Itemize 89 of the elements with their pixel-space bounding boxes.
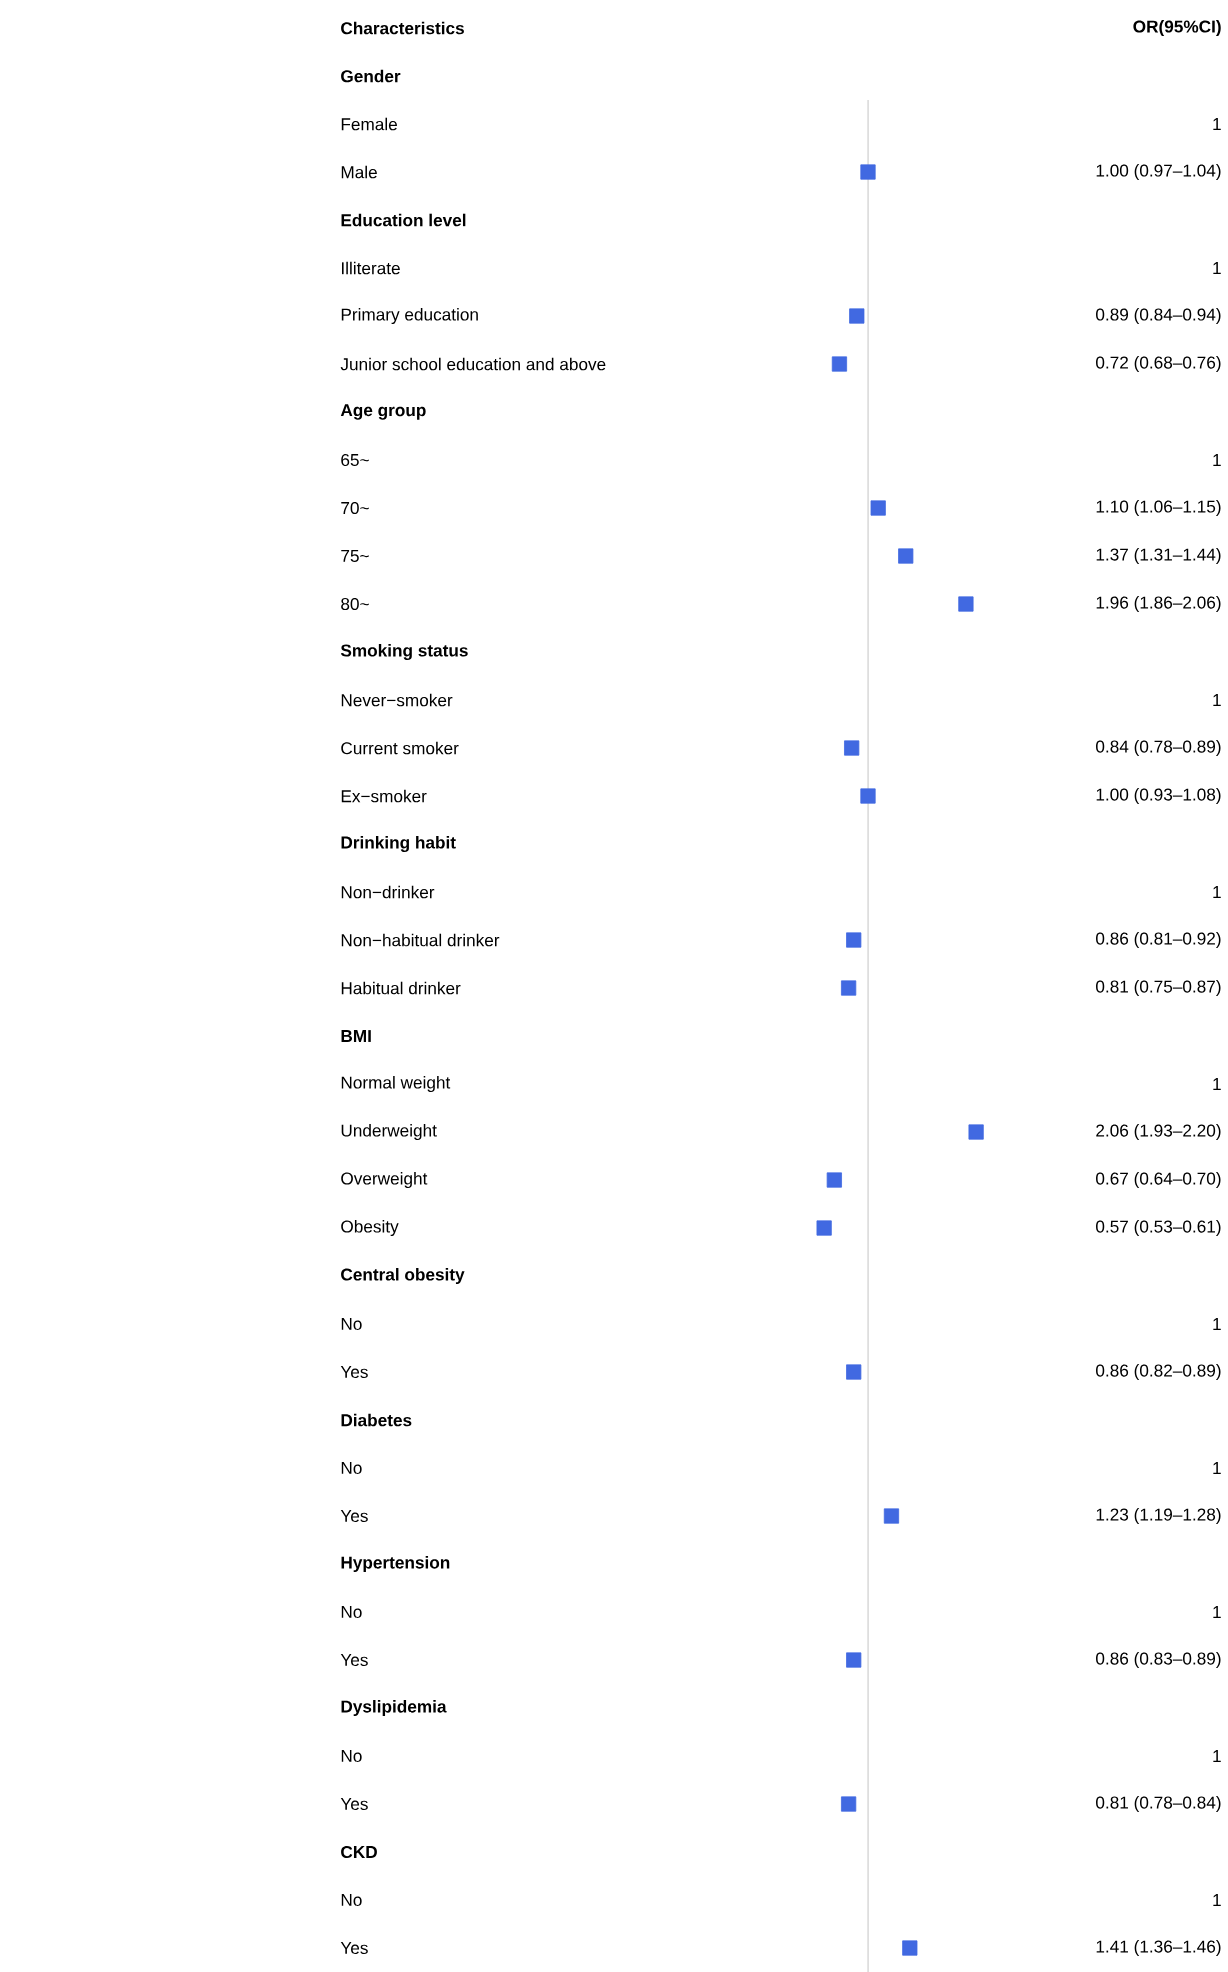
y-tick-label: Age group — [340, 404, 426, 420]
y-tick-label: No — [341, 1462, 362, 1475]
point — [826, 1172, 842, 1188]
data-label: 1.23 (1.19–1.28) — [1096, 1508, 1221, 1525]
text: Characteristics — [341, 21, 464, 35]
y-tick-label: 65~ — [341, 453, 369, 467]
y-tick-label: Female — [341, 117, 397, 131]
y-tick-label: Obesity — [341, 1220, 399, 1237]
y-tick-label: Non−habitual drinker — [341, 933, 500, 947]
text: 1 — [1213, 1606, 1221, 1618]
y-tick-label: 80~ — [341, 597, 369, 611]
data-label: 1.00 (0.97–1.04) — [1096, 164, 1221, 181]
point — [846, 1364, 862, 1380]
y-tick-label: BMI — [341, 1030, 371, 1042]
point — [846, 932, 862, 948]
point — [898, 548, 914, 564]
data-label: 1.37 (1.31–1.44) — [1096, 548, 1221, 565]
text: 1 — [1213, 1462, 1221, 1474]
y-tick-label: Hypertension — [341, 1556, 450, 1573]
y-tick-label: Junior school education and above — [340, 357, 606, 371]
point — [841, 980, 857, 996]
text: 1 — [1213, 454, 1221, 466]
y-tick-label: 75~ — [341, 550, 369, 563]
text: 1 — [1213, 886, 1221, 898]
data-label: 1.00 (0.93–1.08) — [1096, 788, 1221, 805]
data-label: 0.81 (0.78–0.84) — [1096, 1796, 1221, 1813]
point — [849, 308, 865, 324]
y-tick-label: Male — [341, 165, 377, 179]
y-tick-label: Current smoker — [341, 741, 459, 755]
y-tick-label: Primary education — [341, 308, 478, 325]
point — [860, 164, 876, 180]
data-label: 1.96 (1.86–2.06) — [1096, 596, 1221, 613]
y-tick-label: Habitual drinker — [341, 981, 461, 995]
y-tick-label: Yes — [340, 1366, 368, 1379]
text: 1 — [1213, 1318, 1221, 1330]
y-tick-label: Yes — [340, 1654, 368, 1667]
y-tick-label: Illiterate — [342, 261, 400, 275]
y-tick-label: Underweight — [341, 1124, 437, 1141]
text: 1 — [1213, 1894, 1221, 1906]
point — [870, 500, 886, 516]
data-label: 0.86 (0.82–0.89) — [1096, 1364, 1221, 1381]
y-tick-label: Normal weight — [341, 1076, 451, 1093]
y-tick-label: Overweight — [341, 1172, 428, 1189]
y-tick-label: Diabetes — [341, 1413, 412, 1427]
y-tick-label: Dyslipidemia — [341, 1700, 447, 1717]
text: 1 — [1213, 1750, 1221, 1762]
text: OR(95%CI) — [1133, 20, 1221, 37]
data-label: 0.67 (0.64–0.70) — [1096, 1172, 1221, 1189]
data-label: 2.06 (1.93–2.20) — [1096, 1124, 1221, 1141]
y-tick-label: Ex−smoker — [341, 789, 427, 803]
point — [831, 356, 848, 372]
point — [968, 1124, 984, 1140]
point — [958, 596, 974, 612]
y-tick-label: Yes — [340, 1942, 368, 1955]
data-label: 0.72 (0.68–0.76) — [1096, 356, 1221, 373]
y-tick-label: No — [341, 1318, 362, 1331]
data-label: 0.86 (0.81–0.92) — [1096, 932, 1221, 949]
data-label: 0.84 (0.78–0.89) — [1096, 740, 1221, 757]
y-tick-label: No — [341, 1894, 362, 1907]
text: 1 — [1213, 118, 1221, 130]
y-tick-label: Central obesity — [341, 1268, 465, 1285]
y-tick-label: Smoking status — [340, 643, 468, 661]
y-tick-label: Non−drinker — [341, 885, 435, 899]
y-tick-label: Education level — [341, 213, 466, 227]
text: 1 — [1213, 694, 1221, 706]
y-tick-label: 70~ — [341, 501, 369, 515]
y-tick-label: Never−smoker — [341, 693, 453, 707]
y-tick-label: No — [341, 1606, 362, 1619]
data-label: 0.89 (0.84–0.94) — [1096, 308, 1221, 325]
y-tick-label: Gender — [341, 69, 401, 83]
y-tick-label: CKD — [341, 1845, 377, 1859]
y-tick-label: No — [341, 1750, 362, 1763]
text: 1 — [1213, 262, 1221, 274]
data-label: 0.57 (0.53–0.61) — [1096, 1220, 1221, 1237]
y-tick-label: Drinking habit — [341, 835, 456, 853]
data-label: 1.10 (1.06–1.15) — [1096, 500, 1221, 517]
y-tick-label: Yes — [340, 1798, 368, 1811]
data-label: 0.81 (0.75–0.87) — [1096, 980, 1221, 997]
data-label: 1.41 (1.36–1.46) — [1096, 1940, 1221, 1957]
point — [816, 1220, 832, 1236]
point — [844, 740, 860, 756]
y-tick-label: Yes — [340, 1510, 368, 1523]
text: 1 — [1213, 1078, 1221, 1090]
point — [902, 1940, 918, 1956]
point — [841, 1796, 857, 1812]
point — [883, 1508, 900, 1524]
point — [846, 1652, 862, 1668]
data-label: 0.86 (0.83–0.89) — [1096, 1652, 1221, 1669]
point — [860, 788, 876, 804]
